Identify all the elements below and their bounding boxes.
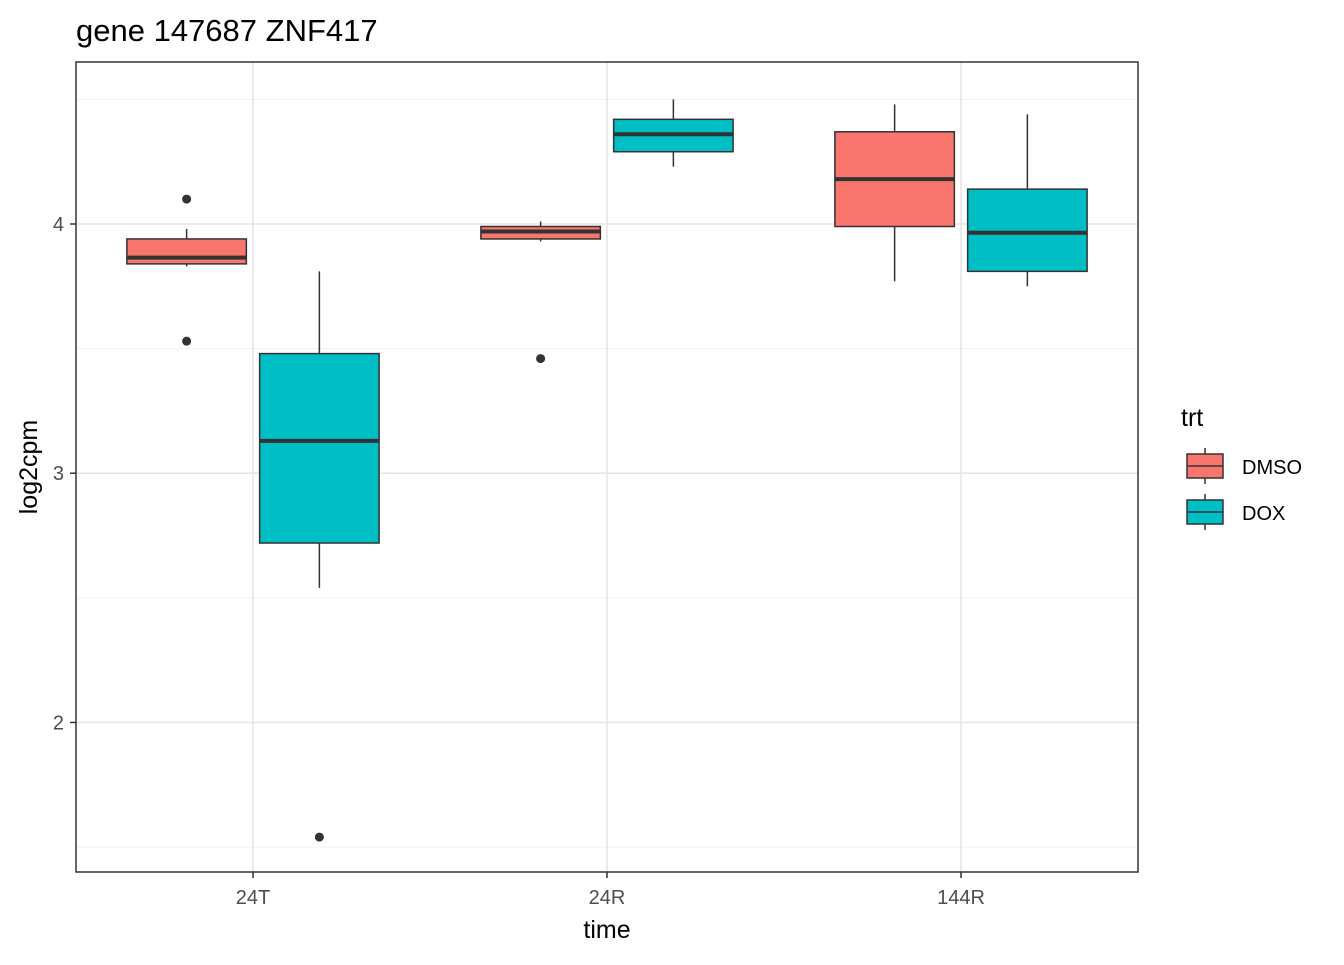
box-dox-144r	[966, 114, 1088, 287]
legend-entry-dmso: DMSO	[1186, 448, 1302, 484]
x-tick-label: 24T	[236, 887, 270, 909]
x-axis-title: time	[583, 916, 630, 944]
outlier-point	[536, 354, 546, 364]
legend-entry-dox: DOX	[1186, 494, 1285, 530]
legend-label: DMSO	[1242, 457, 1302, 479]
box-dox-24t	[258, 271, 380, 842]
box-dmso-24r	[480, 221, 602, 364]
outlier-point	[182, 336, 192, 346]
box-body	[258, 352, 380, 544]
y-tick-label: 4	[53, 214, 64, 236]
box-body	[126, 238, 248, 265]
y-tick-label: 2	[53, 712, 64, 734]
box-layer	[126, 99, 1088, 842]
box-dmso-144r	[834, 104, 956, 282]
outlier-point	[314, 832, 324, 842]
y-axis-title: log2cpm	[15, 420, 43, 515]
y-tick-label: 3	[53, 463, 64, 485]
axes: 2 3 4 24T 24R 144R	[53, 214, 985, 909]
legend-label: DOX	[1242, 503, 1285, 525]
outlier-point	[182, 194, 192, 204]
legend: trt DMSO DOX	[1181, 404, 1302, 530]
box-dmso-24t	[126, 194, 248, 346]
chart-title: gene 147687 ZNF417	[76, 13, 378, 48]
x-tick-label: 144R	[937, 887, 985, 909]
grid-lines	[76, 62, 1138, 872]
legend-title: trt	[1181, 404, 1203, 432]
box-dox-24r	[612, 99, 734, 167]
box-body	[966, 188, 1088, 273]
x-tick-label: 24R	[589, 887, 626, 909]
